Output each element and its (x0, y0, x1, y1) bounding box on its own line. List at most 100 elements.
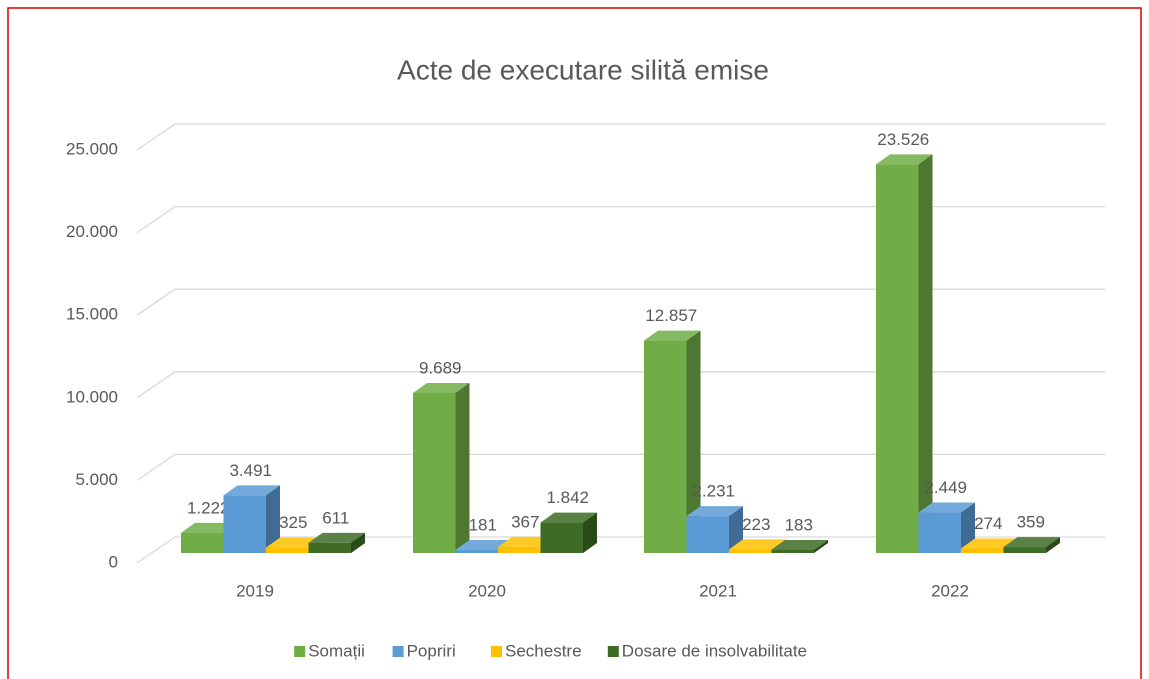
legend-swatch (491, 646, 502, 657)
bar-top-shade (961, 538, 1018, 549)
data-label: 3.491 (229, 461, 272, 480)
legend-swatch (607, 646, 619, 657)
bar-top-shade (308, 532, 365, 543)
data-label: 2.449 (924, 478, 967, 497)
bar-front (961, 548, 1004, 553)
bar-side-shade (686, 330, 701, 553)
y-tick-label: 10.000 (66, 387, 118, 406)
bar-side (686, 330, 701, 553)
data-label: 12.857 (645, 306, 697, 325)
bar-top (223, 485, 280, 496)
bar-top-shade (729, 539, 786, 550)
bar (918, 502, 975, 553)
grid-line (136, 205, 1105, 234)
legend-label: Sechestre (505, 641, 582, 660)
data-label: 181 (469, 515, 497, 534)
data-label: 1.222 (187, 498, 230, 517)
data-label: 183 (785, 515, 813, 534)
bar-top (498, 536, 555, 547)
bar-front (686, 516, 729, 553)
bar-front (918, 512, 961, 553)
bar-top-shade (540, 512, 597, 523)
bar-side (961, 502, 975, 553)
bar-top-shade (686, 506, 743, 517)
bar-side (1046, 537, 1060, 553)
data-label: 223 (742, 515, 770, 534)
bar-top (540, 512, 597, 523)
legend-label: Somații (308, 641, 365, 660)
bar-front (729, 549, 772, 553)
bar-side (918, 154, 933, 554)
data-label: 23.526 (877, 130, 929, 149)
bar-top (771, 539, 828, 550)
bar-side-shade (583, 512, 597, 553)
bar-top-shade (918, 502, 975, 513)
bar-top (918, 502, 975, 513)
bar-side (455, 382, 470, 553)
x-tick-label: 2022 (931, 581, 969, 600)
y-tick-label: 15.000 (66, 305, 118, 324)
bar-top (413, 382, 470, 393)
data-label: 9.689 (419, 358, 462, 377)
bar-top (455, 540, 512, 551)
bar (308, 532, 365, 553)
bar-front (181, 532, 224, 553)
bar (1003, 537, 1060, 553)
y-tick-label: 0 (109, 552, 118, 571)
bar-top-shade (413, 382, 470, 393)
bar-front (644, 340, 687, 553)
data-label: 325 (279, 513, 307, 532)
bar-side (583, 512, 597, 553)
bar-top-shade (266, 537, 323, 548)
bar-top-shade (181, 522, 238, 533)
bar-front (771, 549, 814, 553)
bar-top (181, 522, 238, 533)
x-tick-label: 2020 (468, 581, 506, 600)
bar-side-shade (266, 485, 280, 553)
grid-line (136, 453, 1105, 481)
bar-front (455, 550, 498, 553)
data-label: 1.842 (546, 488, 589, 507)
bar-top-shade (644, 330, 701, 341)
data-label: 611 (322, 508, 349, 527)
x-tick-label: 2019 (236, 581, 274, 600)
bar (644, 330, 701, 553)
chart-border (7, 7, 1142, 679)
data-label: 367 (511, 512, 539, 531)
bar-side-shade (729, 506, 743, 553)
bar (876, 154, 933, 554)
bar-front (540, 522, 583, 553)
grid-line (136, 536, 1105, 564)
bar-top (876, 154, 933, 165)
bar-top-shade (1003, 537, 1060, 548)
bar-top (308, 532, 365, 543)
bar-top-shade (455, 540, 512, 551)
bar (223, 485, 280, 553)
bar-front (1003, 547, 1046, 553)
bar-side-shade (814, 539, 828, 553)
bar-front (876, 164, 919, 554)
bar (540, 512, 597, 553)
bar-top-shade (771, 539, 828, 550)
bar-side (351, 532, 365, 553)
bar-top (729, 539, 786, 550)
bar (771, 539, 828, 553)
legend-label: Dosare de insolvabilitate (622, 641, 807, 660)
bar-side (266, 485, 280, 553)
bar-front (498, 546, 541, 553)
bar-side (814, 539, 828, 553)
bar-top-shade (223, 485, 280, 496)
bar-front (413, 392, 456, 553)
grid-line (136, 288, 1105, 316)
bar-side-shade (961, 502, 975, 553)
grid-line (136, 371, 1105, 399)
data-label: 2.231 (692, 482, 735, 501)
bar-side-shade (1046, 537, 1060, 553)
bar (498, 536, 555, 553)
bar-front (266, 547, 309, 553)
bar-top (266, 537, 323, 548)
bar (413, 382, 470, 553)
bar-top (644, 330, 701, 341)
bar-side-shade (455, 382, 470, 553)
